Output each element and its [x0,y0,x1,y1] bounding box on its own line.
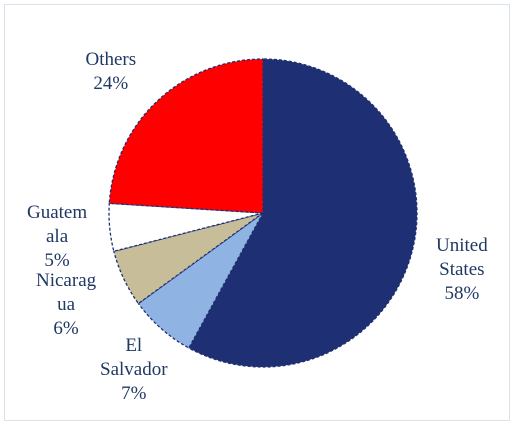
pie-slice-el-salvador [137,212,264,349]
pie-slice-guatemala [108,202,264,253]
pie-slice-nicaragua [113,212,264,305]
slice-name-line: ua [57,294,76,315]
slice-percent: 6% [53,318,79,339]
slice-name-line: El [125,335,143,356]
pie-slice-united-states [187,58,418,368]
slice-name-line: Salvador [100,359,168,380]
slice-name-line: Others [85,49,137,70]
slice-name-line: United [436,235,488,256]
slice-percent: 24% [93,73,129,94]
slice-percent: 5% [44,250,70,271]
slice-label-nicaragua: Nicarag ua 6% [36,269,96,341]
slice-name-line: Guatem [27,202,88,223]
slice-label-guatemala: Guatem ala 5% [27,201,87,273]
slice-label-others: Others 24% [86,48,137,96]
slice-percent: 7% [121,383,147,404]
slice-label-united-states: United States 58% [436,234,488,306]
pie-slices [108,58,418,368]
slice-percent: 58% [444,283,480,304]
pie-slice-others [108,58,264,214]
slice-name-line: States [439,259,485,280]
slice-name-line: ala [46,226,69,247]
slice-label-el-salvador: El Salvador 7% [100,334,168,406]
slice-name-line: Nicarag [36,270,97,291]
